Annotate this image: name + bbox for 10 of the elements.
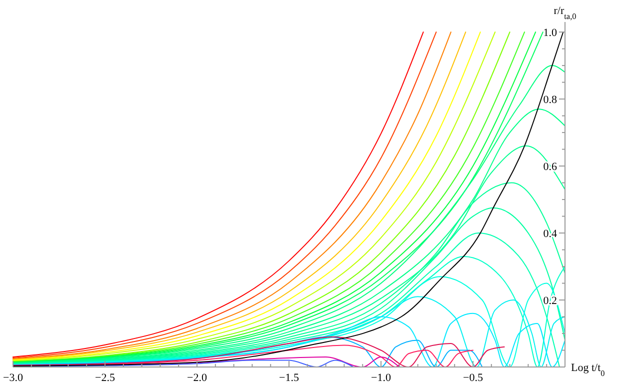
x-tick-label: −1.0 [371, 372, 392, 384]
x-tick-label: −0.5 [463, 372, 484, 384]
y-axis-title: r/r$_{ta,0}$ [554, 5, 576, 20]
x-tick-label: −3.0 [3, 372, 24, 384]
x-tick-label: −2.5 [95, 372, 116, 384]
y-tick-label: 0.8 [543, 94, 558, 106]
x-axis-title: Log t/t$_{0}$ [571, 362, 605, 378]
x-tick-label: −2.0 [187, 372, 208, 384]
x-tick-label: −1.5 [279, 372, 300, 384]
y-tick-label: 1.0 [543, 27, 558, 40]
